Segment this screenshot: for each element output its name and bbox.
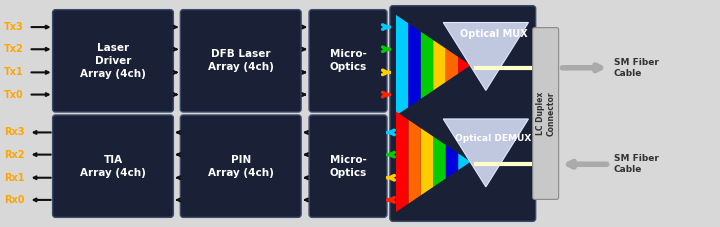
Text: SM Fiber
Cable: SM Fiber Cable bbox=[613, 154, 658, 174]
Text: LC Duplex
Connector: LC Duplex Connector bbox=[536, 91, 556, 136]
Polygon shape bbox=[408, 23, 420, 107]
Polygon shape bbox=[420, 128, 433, 195]
Polygon shape bbox=[458, 153, 471, 170]
Text: Rx0: Rx0 bbox=[4, 195, 24, 205]
Text: SM Fiber
Cable: SM Fiber Cable bbox=[613, 58, 658, 78]
Text: Tx3: Tx3 bbox=[4, 22, 24, 32]
Text: Rx1: Rx1 bbox=[4, 173, 24, 183]
Text: Tx1: Tx1 bbox=[4, 67, 24, 77]
FancyBboxPatch shape bbox=[180, 115, 301, 217]
Polygon shape bbox=[458, 57, 471, 74]
Text: Laser
Driver
Array (4ch): Laser Driver Array (4ch) bbox=[80, 43, 146, 79]
Text: TIA
Array (4ch): TIA Array (4ch) bbox=[80, 155, 146, 178]
Text: Micro-
Optics: Micro- Optics bbox=[329, 155, 366, 178]
Polygon shape bbox=[408, 120, 420, 204]
FancyBboxPatch shape bbox=[390, 6, 536, 221]
Text: Tx0: Tx0 bbox=[4, 90, 24, 100]
Text: Micro-
Optics: Micro- Optics bbox=[329, 49, 366, 72]
Polygon shape bbox=[446, 49, 458, 82]
Text: Optical MUX: Optical MUX bbox=[460, 29, 527, 39]
Text: Rx3: Rx3 bbox=[4, 127, 24, 137]
FancyBboxPatch shape bbox=[53, 10, 174, 112]
FancyBboxPatch shape bbox=[309, 10, 387, 112]
Text: Tx2: Tx2 bbox=[4, 44, 24, 54]
Polygon shape bbox=[420, 32, 433, 99]
Polygon shape bbox=[444, 119, 528, 187]
FancyBboxPatch shape bbox=[53, 115, 174, 217]
Polygon shape bbox=[433, 40, 446, 90]
Polygon shape bbox=[444, 22, 528, 90]
FancyBboxPatch shape bbox=[180, 10, 301, 112]
Polygon shape bbox=[433, 137, 446, 187]
FancyBboxPatch shape bbox=[309, 115, 387, 217]
Text: PIN
Array (4ch): PIN Array (4ch) bbox=[208, 155, 274, 178]
Polygon shape bbox=[396, 111, 408, 212]
Text: Optical DEMUX: Optical DEMUX bbox=[455, 134, 532, 143]
Text: DFB Laser
Array (4ch): DFB Laser Array (4ch) bbox=[208, 49, 274, 72]
Polygon shape bbox=[446, 145, 458, 178]
Text: Rx2: Rx2 bbox=[4, 150, 24, 160]
Polygon shape bbox=[396, 15, 408, 116]
FancyBboxPatch shape bbox=[533, 28, 559, 199]
